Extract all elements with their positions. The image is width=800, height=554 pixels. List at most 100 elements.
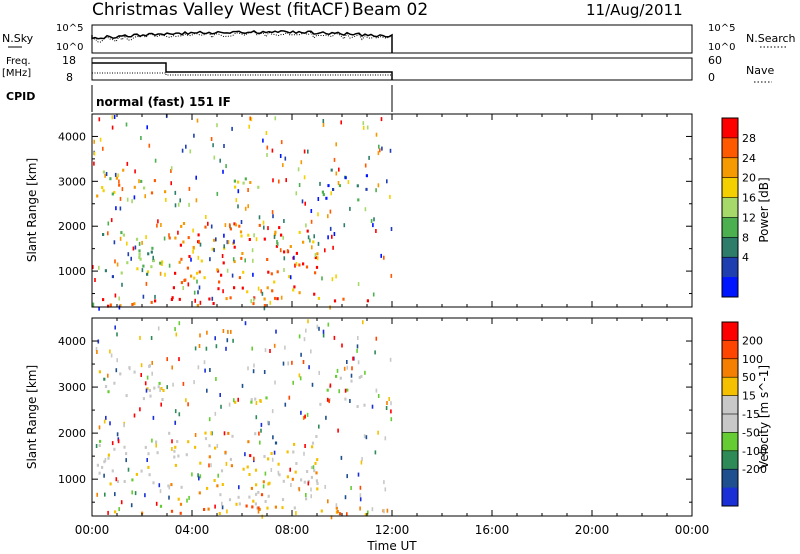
data-cell (229, 457, 232, 461)
data-cell (247, 440, 250, 444)
data-cell (343, 366, 346, 371)
colorbar-tick-label: 15 (742, 390, 756, 403)
nsearch-label: N.Search (746, 32, 796, 45)
data-cell (98, 444, 101, 447)
data-cell (388, 397, 390, 401)
data-cell (142, 264, 145, 268)
data-cell (197, 290, 199, 295)
data-cell (197, 233, 200, 237)
velocity-heatmap-cells (95, 319, 393, 520)
data-cell (126, 261, 129, 265)
data-cell (205, 346, 208, 351)
data-cell (118, 296, 120, 301)
data-cell (196, 271, 199, 275)
data-cell (251, 505, 254, 509)
data-cell (247, 366, 249, 371)
data-cell (127, 467, 130, 472)
data-cell (365, 187, 368, 191)
data-cell (138, 179, 140, 184)
data-cell (271, 210, 274, 215)
data-cell (364, 163, 367, 168)
data-cell (292, 450, 295, 454)
data-cell (158, 381, 161, 385)
data-cell (198, 270, 201, 274)
data-cell (280, 233, 283, 237)
data-cell (359, 506, 361, 511)
data-cell (171, 447, 173, 451)
data-cell (191, 472, 193, 477)
data-cell (305, 497, 308, 501)
data-cell (234, 400, 237, 404)
data-cell (344, 388, 347, 393)
colorbar-tick-label: -50 (742, 426, 760, 439)
data-cell (107, 221, 110, 226)
colorbar-segment (722, 487, 738, 507)
colorbar-segment (722, 322, 738, 341)
data-cell (216, 484, 219, 488)
data-cell (283, 219, 285, 223)
data-cell (292, 380, 294, 385)
data-cell (138, 252, 141, 256)
data-cell (103, 473, 105, 478)
data-cell (114, 492, 116, 497)
data-cell (315, 265, 319, 269)
data-cell (198, 344, 201, 348)
data-cell (250, 398, 253, 402)
data-cell (174, 271, 177, 275)
data-cell (254, 397, 257, 401)
data-cell (105, 415, 107, 420)
colorbar-segment (722, 137, 738, 159)
data-cell (384, 487, 387, 492)
data-cell (264, 348, 267, 353)
data-cell (357, 198, 360, 202)
data-cell (379, 148, 381, 153)
data-cell (346, 360, 348, 364)
data-cell (227, 240, 230, 245)
data-cell (263, 455, 266, 458)
colorbar-tick-label: 50 (742, 371, 756, 384)
data-cell (356, 348, 358, 353)
data-cell (113, 381, 116, 385)
data-cell (180, 485, 183, 489)
data-cell (375, 336, 378, 341)
data-cell (237, 180, 240, 184)
data-cell (357, 360, 360, 365)
y-tick-label: 4000 (58, 335, 86, 348)
data-cell (153, 179, 156, 183)
data-cell (238, 276, 241, 280)
velocity-axes: 1000 2000 3000 4000 (58, 317, 693, 516)
data-cell (196, 279, 198, 284)
data-cell (113, 447, 116, 451)
data-cell (114, 325, 116, 330)
data-cell (111, 125, 114, 130)
data-cell (322, 122, 325, 127)
data-cell (187, 282, 190, 287)
data-cell (278, 473, 281, 477)
data-cell (210, 224, 213, 229)
data-cell (238, 224, 241, 228)
data-cell (107, 510, 109, 515)
data-cell (120, 231, 123, 235)
data-cell (278, 226, 281, 230)
data-cell (93, 139, 95, 144)
data-cell (276, 242, 279, 247)
data-cell (142, 397, 145, 401)
data-cell (111, 441, 114, 446)
data-cell (252, 302, 255, 306)
data-cell (162, 389, 165, 392)
data-cell (283, 268, 285, 272)
data-cell (199, 300, 202, 305)
data-cell (258, 507, 261, 511)
colorbar-segment (722, 377, 738, 397)
data-cell (258, 223, 261, 227)
data-cell (102, 298, 105, 302)
data-cell (92, 302, 95, 307)
data-cell (204, 437, 208, 441)
data-cell (327, 322, 330, 327)
data-cell (270, 272, 273, 276)
data-cell (197, 240, 200, 244)
data-cell (269, 300, 272, 305)
y-tick-label: 1000 (58, 473, 86, 486)
data-cell (116, 480, 120, 483)
colorbar-tick-label: -100 (742, 445, 767, 458)
